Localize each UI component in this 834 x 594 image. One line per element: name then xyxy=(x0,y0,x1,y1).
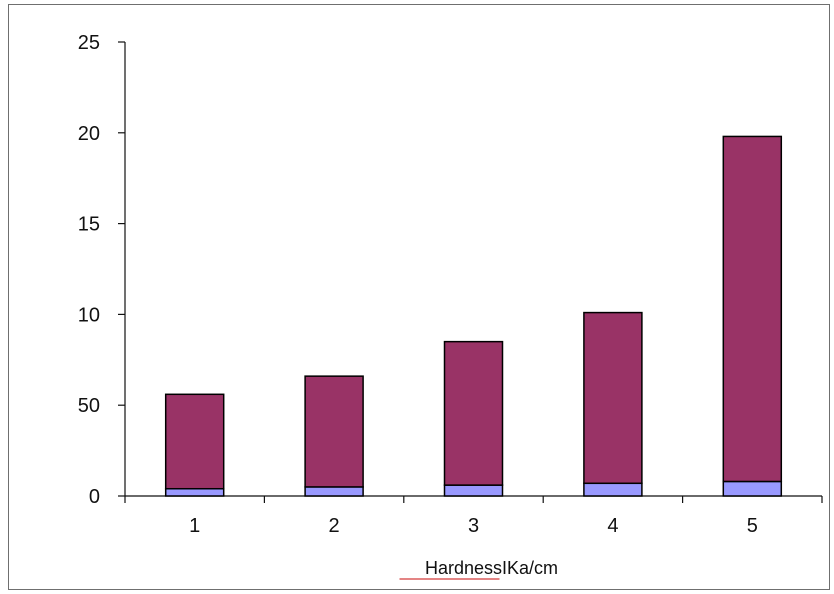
y-tick-label: 10 xyxy=(78,304,100,326)
chart-frame xyxy=(8,4,830,590)
x-tick-label: 5 xyxy=(747,515,758,537)
x-tick-label: 4 xyxy=(607,515,618,537)
bars xyxy=(164,135,783,497)
y-tick-label: 25 xyxy=(78,32,100,54)
bar-segment-1-cat-2 xyxy=(304,486,364,497)
y-tick-label: 50 xyxy=(78,395,100,417)
bar-segment-2-cat-4 xyxy=(583,311,643,485)
bar-segment-1-cat-1 xyxy=(164,487,225,497)
bar-segment-2-cat-2 xyxy=(304,375,364,488)
y-tick-label: 0 xyxy=(89,486,100,508)
bar-segment-1-cat-4 xyxy=(583,482,643,497)
x-tick-label: 3 xyxy=(468,515,479,537)
bar-segment-1-cat-3 xyxy=(443,484,504,497)
bar-segment-2-cat-3 xyxy=(443,340,504,486)
x-tick-label: 2 xyxy=(329,515,340,537)
x-axis-title: HardnessIKa/cm xyxy=(425,558,558,578)
bar-segment-2-cat-1 xyxy=(164,393,225,490)
y-tick-label: 15 xyxy=(78,214,100,236)
bar-segment-2-cat-5 xyxy=(722,135,783,483)
y-tick-label: 20 xyxy=(78,123,100,145)
y-axis: 0 50 10 15 20 25 xyxy=(78,32,126,508)
x-tick-label: 1 xyxy=(189,515,200,537)
x-axis: 1 2 3 4 5 xyxy=(124,495,823,537)
bar-segment-1-cat-5 xyxy=(722,480,783,497)
